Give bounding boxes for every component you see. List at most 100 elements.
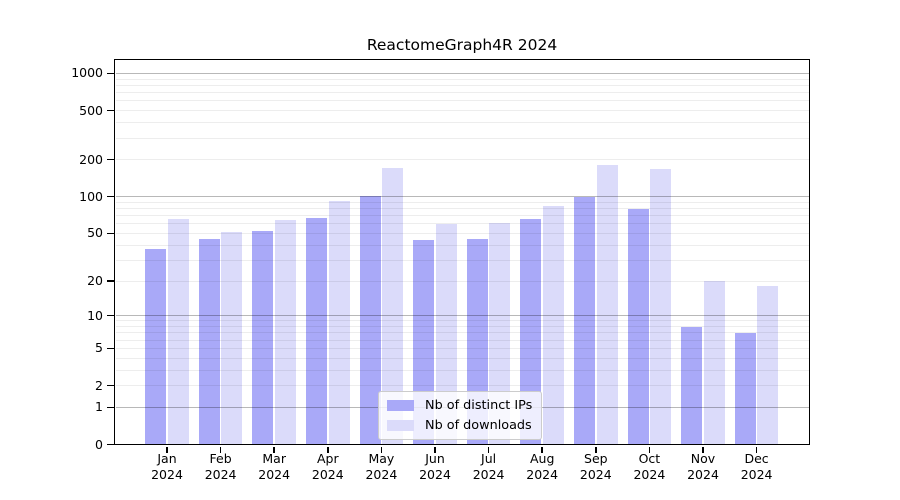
y-tick-label: 2 (95, 377, 103, 393)
y-tick (107, 280, 114, 282)
gridline-minor (116, 201, 809, 203)
gridline-minor (116, 385, 809, 386)
gridline-minor (116, 110, 809, 112)
gridline-major (116, 72, 809, 74)
y-tick-label: 20 (87, 273, 103, 288)
bar-nb-of-distinct-ips-aug-2024 (520, 218, 542, 445)
x-tick-label: Oct 2024 (633, 451, 666, 482)
gridline-major (116, 196, 809, 198)
gridline-minor (116, 159, 809, 161)
bar-nb-of-downloads-apr-2024 (328, 200, 350, 445)
y-tick (107, 158, 114, 161)
gridline-major (116, 315, 809, 317)
gridline-minor (116, 280, 809, 282)
x-tick-label: Dec 2024 (740, 451, 773, 482)
y-tick (107, 314, 114, 317)
bar-nb-of-distinct-ips-dec-2024 (734, 332, 756, 445)
bar-nb-of-distinct-ips-may-2024 (359, 196, 381, 445)
x-tick-label: Feb 2024 (204, 451, 237, 482)
y-tick-label: 1 (95, 399, 103, 415)
x-tick-label: Aug 2024 (526, 451, 559, 482)
x-tick (219, 446, 222, 453)
x-tick-label: Jul 2024 (472, 451, 505, 482)
gridline-minor (116, 78, 809, 80)
legend-label-distinct-ips: Nb of distinct IPs (425, 398, 533, 413)
bar-nb-of-distinct-ips-jan-2024 (145, 249, 167, 445)
bar-nb-of-distinct-ips-mar-2024 (252, 231, 274, 445)
y-tick-label: 0 (95, 436, 103, 452)
legend: Nb of distinct IPs Nb of downloads (378, 391, 542, 440)
y-tick-label: 50 (87, 225, 103, 241)
x-tick (166, 446, 168, 453)
gridline-minor (116, 332, 809, 334)
y-tick-label: 100 (79, 188, 103, 204)
y-tick (107, 72, 114, 75)
x-tick (755, 446, 758, 453)
gridline-minor (116, 100, 809, 102)
gridline-minor (116, 215, 809, 217)
x-tick-label: Jan 2024 (151, 451, 183, 482)
x-tick-label: May 2024 (365, 451, 398, 482)
x-tick (648, 446, 651, 453)
y-tick-label: 10 (87, 307, 103, 323)
gridline-minor (116, 122, 809, 124)
bar-nb-of-downloads-may-2024 (382, 168, 404, 445)
y-tick (107, 443, 114, 446)
x-tick-label: Nov 2024 (687, 451, 719, 482)
x-tick-label: Sep 2024 (579, 451, 612, 482)
x-tick-label: Jun 2024 (419, 451, 451, 482)
bar-nb-of-downloads-nov-2024 (703, 281, 725, 445)
x-tick (702, 446, 704, 453)
x-tick-label: Apr 2024 (311, 451, 344, 482)
x-tick (487, 446, 490, 453)
legend-swatch-distinct-ips (387, 400, 414, 411)
x-tick (595, 446, 597, 453)
gridline-minor (116, 92, 809, 94)
bar-nb-of-downloads-jun-2024 (435, 223, 457, 445)
chart-title: ReactomeGraph4R 2024 (366, 36, 558, 54)
x-tick (380, 446, 383, 453)
y-tick (107, 232, 114, 235)
bar-nb-of-downloads-jul-2024 (489, 222, 511, 445)
bar-nb-of-distinct-ips-feb-2024 (198, 238, 220, 445)
y-tick-label: 5 (95, 340, 103, 356)
y-tick (107, 384, 114, 387)
bar-nb-of-downloads-feb-2024 (221, 232, 243, 445)
bar-nb-of-downloads-oct-2024 (650, 169, 672, 445)
gridline-minor (116, 339, 809, 341)
gridline-minor (116, 232, 809, 234)
legend-item-downloads: Nb of downloads (387, 418, 535, 433)
gridline-minor (116, 357, 809, 359)
gridline-minor (116, 320, 809, 322)
gridline-minor (116, 369, 809, 371)
gridline-minor (116, 326, 809, 327)
gridline-minor (116, 259, 809, 261)
gridline-minor (116, 208, 809, 210)
gridline-minor (116, 223, 809, 225)
y-tick (107, 109, 114, 112)
x-tick-label: Mar 2024 (258, 451, 291, 482)
x-tick (327, 446, 329, 453)
y-tick (107, 347, 114, 350)
y-tick-label: 200 (79, 151, 103, 167)
gridline-minor (116, 244, 809, 246)
legend-label-downloads: Nb of downloads (425, 418, 532, 433)
gridline-minor (116, 84, 809, 86)
bar-nb-of-distinct-ips-oct-2024 (627, 209, 649, 445)
legend-item-distinct-ips: Nb of distinct IPs (387, 398, 535, 413)
y-tick-label: 500 (79, 102, 103, 118)
x-tick (541, 446, 543, 453)
y-tick-label: 1000 (71, 65, 103, 81)
x-tick (434, 446, 436, 453)
bar-nb-of-distinct-ips-apr-2024 (306, 217, 328, 445)
x-tick (273, 446, 275, 453)
bar-nb-of-downloads-aug-2024 (542, 205, 564, 445)
gridline-minor (116, 347, 809, 349)
bar-nb-of-distinct-ips-nov-2024 (681, 326, 703, 445)
bar-nb-of-downloads-sep-2024 (596, 165, 618, 445)
bar-nb-of-downloads-jan-2024 (167, 218, 189, 445)
legend-swatch-downloads (387, 420, 414, 431)
bar-nb-of-distinct-ips-sep-2024 (574, 196, 596, 445)
bar-nb-of-downloads-dec-2024 (757, 286, 779, 445)
